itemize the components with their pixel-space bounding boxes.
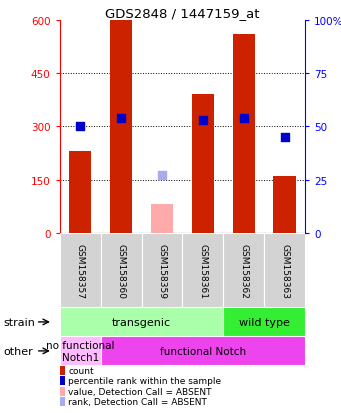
Text: GSM158363: GSM158363 xyxy=(280,243,289,298)
Bar xyxy=(182,233,223,308)
Bar xyxy=(69,152,91,233)
Point xyxy=(159,173,165,179)
Bar xyxy=(60,337,101,366)
Bar xyxy=(273,177,296,233)
Text: transgenic: transgenic xyxy=(112,317,171,327)
Bar xyxy=(223,233,264,308)
Bar xyxy=(60,233,101,308)
Text: GSM158362: GSM158362 xyxy=(239,243,248,298)
Text: count: count xyxy=(68,366,94,375)
Text: functional Notch: functional Notch xyxy=(160,346,246,356)
Text: percentile rank within the sample: percentile rank within the sample xyxy=(68,376,221,385)
Text: value, Detection Call = ABSENT: value, Detection Call = ABSENT xyxy=(68,387,212,396)
Bar xyxy=(233,35,255,233)
Bar xyxy=(223,308,305,337)
Text: GSM158360: GSM158360 xyxy=(117,243,125,298)
Point xyxy=(118,115,124,122)
Text: rank, Detection Call = ABSENT: rank, Detection Call = ABSENT xyxy=(68,397,207,406)
Text: GSM158359: GSM158359 xyxy=(158,243,166,298)
Point xyxy=(241,115,247,122)
Text: wild type: wild type xyxy=(239,317,290,327)
Point xyxy=(200,117,206,124)
Bar xyxy=(110,21,132,233)
Bar xyxy=(192,95,214,233)
Bar xyxy=(151,205,173,233)
Bar xyxy=(264,233,305,308)
Text: GSM158361: GSM158361 xyxy=(198,243,207,298)
Text: other: other xyxy=(3,346,33,356)
Point xyxy=(77,123,83,130)
Bar xyxy=(60,366,65,375)
Bar xyxy=(60,308,223,337)
Text: GSM158357: GSM158357 xyxy=(76,243,85,298)
Bar xyxy=(60,397,65,406)
Title: GDS2848 / 1447159_at: GDS2848 / 1447159_at xyxy=(105,7,260,19)
Bar xyxy=(142,233,182,308)
Bar xyxy=(101,337,305,366)
Bar xyxy=(101,233,142,308)
Point xyxy=(282,134,287,141)
Bar xyxy=(60,376,65,385)
Text: no functional
Notch1: no functional Notch1 xyxy=(46,340,114,362)
Bar xyxy=(60,387,65,396)
Text: strain: strain xyxy=(3,317,35,327)
